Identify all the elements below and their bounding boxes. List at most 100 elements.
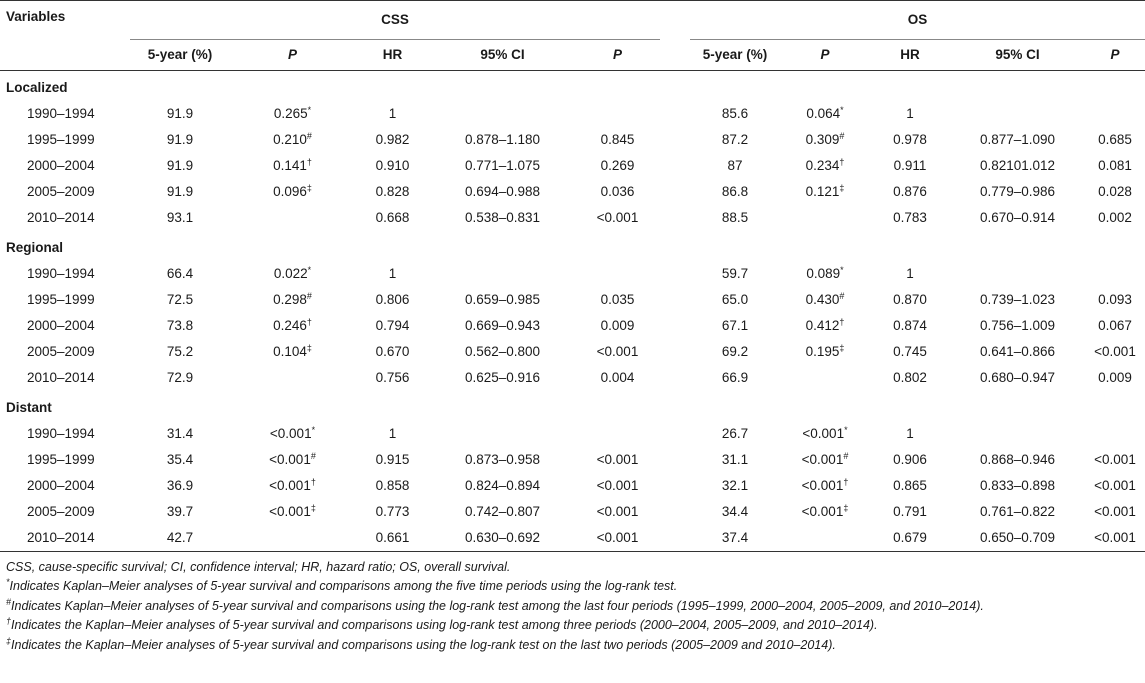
- cell-os-ci: [950, 261, 1085, 287]
- header-row-columns: 5-year (%) P HR 95% CI P 5-year (%) P HR…: [0, 39, 1145, 71]
- cell-os-ci: 0.641–0.866: [979, 344, 1056, 359]
- cell-css-p-trend: [230, 205, 355, 231]
- cell-os-p: 0.009: [1098, 370, 1132, 385]
- table-row: 2000–2004 91.9 0.141† 0.910 0.771–1.075 0.269…: [0, 153, 1145, 179]
- cell-os-hr: 0.802: [893, 370, 927, 385]
- cell-css-ci: 0.669–0.943: [464, 318, 541, 333]
- cell-css-hr: 0.668: [375, 210, 410, 225]
- cell-css-p: 0.035: [600, 292, 635, 307]
- header-os-5year: 5-year (%): [690, 39, 780, 71]
- table-row: 2000–2004 36.9 <0.001† 0.858 0.824–0.894 <0.0…: [0, 473, 1145, 499]
- cell-css-p-trend: 0.210#: [273, 131, 312, 148]
- cell-css-ci: 0.824–0.894: [464, 478, 541, 493]
- footnote-dagger: †Indicates the Kaplan–Meier analyses of …: [6, 616, 878, 633]
- cell-os-p-trend: [780, 525, 870, 552]
- table-row: 2010–2014 72.9 0.756 0.625–0.916 0.004 66.9 0.…: [0, 365, 1145, 391]
- cell-os-5year: 67.1: [721, 318, 749, 333]
- cell-os-p: [1085, 101, 1145, 127]
- cell-os-p: 0.028: [1098, 184, 1132, 199]
- cell-os-hr: 0.679: [893, 530, 927, 545]
- header-os-group: OS: [690, 1, 1145, 40]
- cell-css-p-trend: <0.001#: [269, 451, 316, 468]
- cell-css-hr: 1: [388, 106, 397, 121]
- section-row: Regional: [0, 231, 1145, 261]
- header-css-5year: 5-year (%): [130, 39, 230, 71]
- cell-css-p-trend: <0.001†: [269, 477, 316, 494]
- cell-period: 2000–2004: [27, 318, 95, 333]
- cell-css-p: <0.001: [596, 478, 639, 493]
- cell-os-5year: 34.4: [721, 504, 749, 519]
- header-os-p2: P: [1085, 39, 1145, 71]
- cell-os-p-trend: 0.064*: [806, 105, 844, 122]
- table-row: 2010–2014 42.7 0.661 0.630–0.692 <0.001 37.4 0…: [0, 525, 1145, 552]
- table-row: 2005–2009 75.2 0.104‡ 0.670 0.562–0.800 <0.00…: [0, 339, 1145, 365]
- header-os-p1: P: [780, 39, 870, 71]
- cell-os-hr: 0.865: [893, 478, 927, 493]
- cell-css-hr: 0.670: [375, 344, 410, 359]
- cell-os-p-trend: 0.234†: [805, 157, 845, 174]
- cell-css-p: 0.845: [600, 132, 635, 147]
- cell-os-p: <0.001: [1094, 504, 1136, 519]
- cell-css-hr: 1: [388, 426, 397, 441]
- cell-os-5year: 65.0: [721, 292, 749, 307]
- cell-period: 1990–1994: [27, 426, 95, 441]
- cell-os-p-trend: <0.001*: [802, 425, 848, 442]
- cell-os-hr: 0.911: [893, 158, 927, 173]
- cell-css-hr: 0.982: [375, 132, 410, 147]
- cell-os-hr: 0.874: [893, 318, 927, 333]
- cell-period: 1995–1999: [27, 132, 95, 147]
- cell-os-5year: 86.8: [721, 184, 749, 199]
- cell-css-hr: 0.915: [375, 452, 410, 467]
- footnote-star: *Indicates Kaplan–Meier analyses of 5-ye…: [6, 577, 678, 594]
- cell-css-p-trend: 0.298#: [273, 291, 312, 308]
- header-css-ci: 95% CI: [430, 39, 575, 71]
- cell-css-p: <0.001: [596, 210, 639, 225]
- cell-os-ci: 0.82101.012: [979, 158, 1056, 173]
- cell-os-hr: 0.906: [893, 452, 927, 467]
- cell-os-ci: 0.756–1.009: [979, 318, 1056, 333]
- cell-css-p-trend: <0.001*: [269, 425, 316, 442]
- cell-os-p-trend: 0.430#: [805, 291, 845, 308]
- cell-period: 2005–2009: [27, 184, 95, 199]
- cell-css-5year: 72.5: [166, 292, 194, 307]
- cell-os-5year: 37.4: [721, 530, 749, 545]
- cell-css-5year: 36.9: [166, 478, 194, 493]
- cell-css-ci: 0.742–0.807: [464, 504, 541, 519]
- cell-css-5year: 72.9: [166, 370, 194, 385]
- cell-os-5year: 32.1: [721, 478, 749, 493]
- cell-os-p-trend: [780, 365, 870, 391]
- header-row-groups: Variables CSS OS: [0, 1, 1145, 40]
- cell-os-hr: 0.791: [893, 504, 927, 519]
- cell-css-p-trend: 0.246†: [273, 317, 312, 334]
- cell-css-ci: 0.873–0.958: [464, 452, 541, 467]
- cell-css-hr: 0.910: [375, 158, 410, 173]
- cell-css-p: [575, 421, 660, 447]
- cell-css-hr: 0.858: [375, 478, 410, 493]
- cell-css-5year: 39.7: [166, 504, 194, 519]
- cell-os-p-trend: 0.089*: [806, 265, 844, 282]
- cell-period: 2005–2009: [27, 344, 95, 359]
- table-row: 1990–1994 66.4 0.022* 1 59.7 0.089* 1: [0, 261, 1145, 287]
- cell-css-p: <0.001: [596, 344, 639, 359]
- table-row: 1995–1999 35.4 <0.001# 0.915 0.873–0.958 <0.0…: [0, 447, 1145, 473]
- cell-os-ci: [950, 421, 1085, 447]
- cell-css-ci: 0.659–0.985: [464, 292, 541, 307]
- cell-os-ci: 0.650–0.709: [979, 530, 1056, 545]
- cell-css-ci: 0.630–0.692: [464, 530, 541, 545]
- header-os-hr: HR: [870, 39, 950, 71]
- cell-os-p: [1085, 421, 1145, 447]
- cell-os-p: [1085, 261, 1145, 287]
- cell-css-hr: 1: [388, 266, 397, 281]
- cell-css-ci: 0.625–0.916: [464, 370, 541, 385]
- cell-period: 1990–1994: [27, 266, 95, 281]
- header-css-hr: HR: [355, 39, 430, 71]
- cell-css-p-trend: <0.001‡: [269, 503, 316, 520]
- cell-css-ci: [430, 101, 575, 127]
- cell-os-hr: 0.870: [893, 292, 927, 307]
- cell-css-p-trend: [230, 525, 355, 552]
- cell-os-ci: [950, 101, 1085, 127]
- cell-css-p: 0.036: [600, 184, 635, 199]
- cell-os-ci: 0.779–0.986: [979, 184, 1056, 199]
- cell-css-p: [575, 261, 660, 287]
- footnotes: CSS, cause-specific survival; CI, confid…: [0, 552, 1145, 656]
